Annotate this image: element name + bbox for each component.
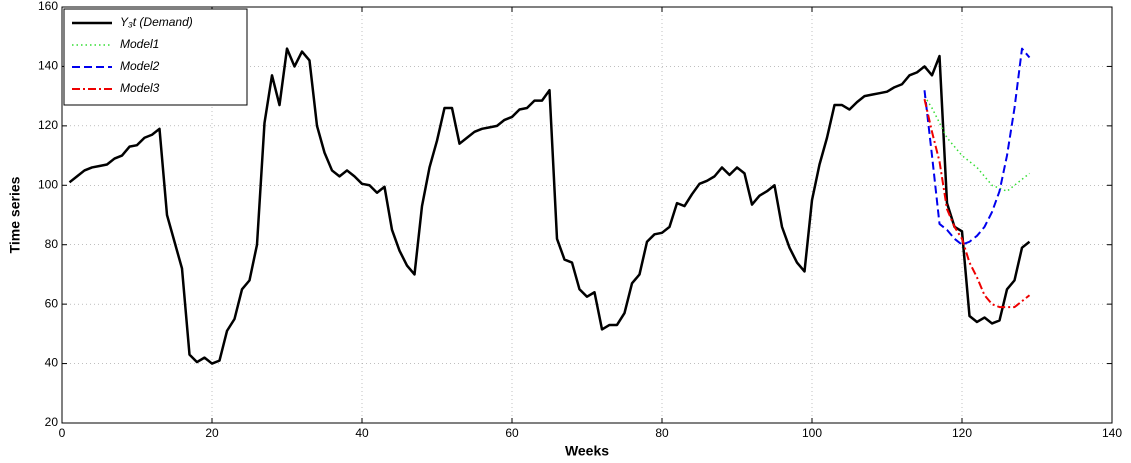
legend-label: Model1 xyxy=(120,37,159,51)
y-tick-label: 80 xyxy=(45,237,59,251)
series-line xyxy=(68,47,1031,365)
y-tick-label: 40 xyxy=(45,356,59,370)
y-tick-label: 20 xyxy=(45,415,59,429)
series-line xyxy=(923,98,1031,309)
x-axis-label: Weeks xyxy=(565,443,609,459)
x-tick-label: 40 xyxy=(355,426,369,440)
x-tick-label: 120 xyxy=(952,426,972,440)
legend-label: Y₃t (Demand) xyxy=(120,15,193,29)
x-tick-label: 140 xyxy=(1102,426,1122,440)
y-tick-label: 100 xyxy=(38,177,58,191)
legend-label: Model3 xyxy=(120,81,160,95)
plot-frame xyxy=(61,6,1113,424)
x-tick-label: 100 xyxy=(802,426,822,440)
y-axis-label: Time series xyxy=(7,176,23,253)
legend-label: Model2 xyxy=(120,59,160,73)
y-tick-label: 60 xyxy=(45,296,59,310)
x-tick-label: 80 xyxy=(655,426,669,440)
series-line xyxy=(923,95,1030,192)
x-tick-label: 0 xyxy=(59,426,66,440)
y-tick-label: 120 xyxy=(38,118,58,132)
y-tick-label: 160 xyxy=(38,0,58,13)
y-tick-label: 140 xyxy=(38,59,58,73)
series-line xyxy=(923,47,1031,246)
x-tick-label: 20 xyxy=(205,426,219,440)
x-tick-label: 60 xyxy=(505,426,519,440)
